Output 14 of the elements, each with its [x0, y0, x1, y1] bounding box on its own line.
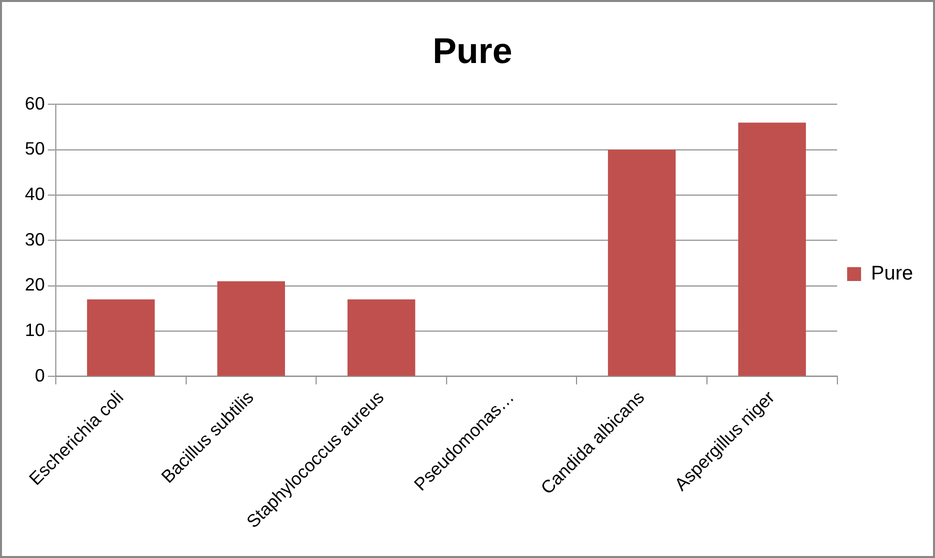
bar: [348, 299, 416, 376]
bar: [608, 150, 676, 376]
bar: [217, 281, 285, 376]
y-tick-label: 10: [24, 320, 45, 340]
legend-label: Pure: [871, 262, 914, 285]
y-tick-label: 40: [24, 184, 45, 204]
y-tick-label: 0: [34, 365, 45, 386]
bar: [87, 299, 155, 376]
y-tick-label: 20: [24, 274, 45, 295]
bar: [738, 122, 806, 376]
y-tick-label: 30: [24, 229, 45, 250]
y-tick-label: 60: [24, 93, 45, 114]
y-tick-label: 50: [24, 138, 45, 159]
chart-title: Pure: [432, 31, 512, 72]
